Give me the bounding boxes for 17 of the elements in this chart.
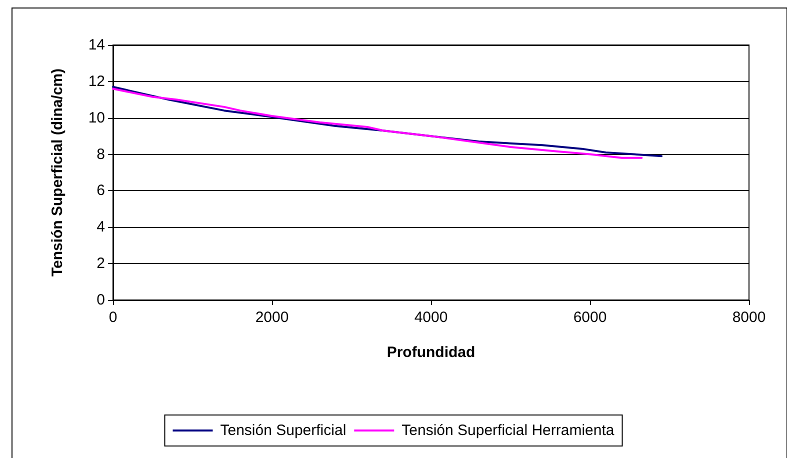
- y-tick-label: 8: [96, 146, 105, 163]
- x-tick-label: 2000: [255, 309, 289, 326]
- y-tick-label: 4: [96, 218, 105, 236]
- x-tick-label: 8000: [732, 309, 766, 326]
- legend-label: Tensión Superficial Herramienta: [402, 422, 615, 439]
- y-tick-label: 0: [96, 292, 105, 308]
- x-tick-label: 6000: [573, 309, 607, 326]
- x-tick-label: 0: [108, 309, 118, 326]
- x-axis-title: Profundidad: [386, 344, 476, 361]
- y-tick-label: 10: [88, 109, 105, 126]
- x-tick-label: 4000: [414, 309, 448, 326]
- y-tick-label: 12: [88, 72, 105, 90]
- y-tick-label: 6: [96, 182, 105, 200]
- y-axis-title: Tensión Superficial (dina/cm): [49, 68, 66, 277]
- y-tick-label: 14: [88, 36, 105, 54]
- y-tick-label: 2: [96, 255, 105, 272]
- legend-label: Tensión Superficial: [220, 422, 346, 439]
